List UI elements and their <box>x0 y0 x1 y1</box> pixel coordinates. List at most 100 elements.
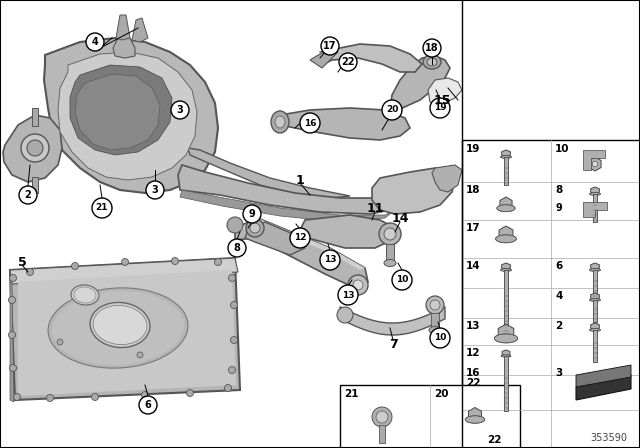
Bar <box>593 194 597 222</box>
Text: 9: 9 <box>248 209 255 219</box>
Circle shape <box>171 101 189 119</box>
Polygon shape <box>300 215 395 248</box>
Circle shape <box>21 134 49 162</box>
Circle shape <box>27 140 43 156</box>
Text: 1: 1 <box>296 173 305 186</box>
Text: 9: 9 <box>555 203 562 213</box>
Circle shape <box>382 100 402 120</box>
Polygon shape <box>576 365 631 387</box>
Ellipse shape <box>90 302 150 348</box>
Circle shape <box>423 39 441 57</box>
Text: 22: 22 <box>341 57 355 67</box>
Circle shape <box>137 352 143 358</box>
Ellipse shape <box>423 55 441 69</box>
Polygon shape <box>10 270 14 402</box>
Circle shape <box>320 250 340 270</box>
Ellipse shape <box>500 269 511 271</box>
Polygon shape <box>3 115 62 182</box>
Bar <box>504 356 508 411</box>
Circle shape <box>225 384 232 392</box>
Text: 3: 3 <box>177 105 184 115</box>
Text: 2: 2 <box>24 190 31 200</box>
Polygon shape <box>432 165 462 192</box>
Circle shape <box>353 280 363 290</box>
Ellipse shape <box>501 355 511 357</box>
Text: 20: 20 <box>434 389 449 399</box>
Circle shape <box>430 328 450 348</box>
Text: 13: 13 <box>342 290 355 300</box>
Circle shape <box>250 223 260 233</box>
Polygon shape <box>576 375 631 400</box>
Text: 16: 16 <box>466 368 481 378</box>
Text: 15: 15 <box>433 94 451 107</box>
Polygon shape <box>18 270 236 396</box>
Ellipse shape <box>500 155 511 159</box>
Polygon shape <box>591 323 599 330</box>
Bar <box>462 140 640 448</box>
Polygon shape <box>583 150 605 170</box>
Text: 17: 17 <box>323 41 337 51</box>
Polygon shape <box>591 293 599 300</box>
Circle shape <box>348 275 368 295</box>
Ellipse shape <box>589 299 600 302</box>
Circle shape <box>139 396 157 414</box>
Text: 16: 16 <box>304 119 316 128</box>
Circle shape <box>430 98 450 118</box>
Circle shape <box>230 336 237 344</box>
Polygon shape <box>591 187 599 194</box>
Polygon shape <box>499 226 513 242</box>
Circle shape <box>426 296 444 314</box>
Circle shape <box>338 285 358 305</box>
Text: 8: 8 <box>234 243 241 253</box>
Text: 21: 21 <box>344 389 358 399</box>
Circle shape <box>227 217 243 233</box>
Bar <box>379 425 385 443</box>
Circle shape <box>321 37 339 55</box>
Polygon shape <box>58 52 197 180</box>
Circle shape <box>230 302 237 309</box>
Circle shape <box>19 186 37 204</box>
Circle shape <box>430 300 440 310</box>
Polygon shape <box>500 197 512 211</box>
Ellipse shape <box>74 287 96 303</box>
Circle shape <box>10 365 17 371</box>
Text: 19: 19 <box>466 144 481 154</box>
Polygon shape <box>278 108 410 140</box>
Polygon shape <box>589 157 601 171</box>
Circle shape <box>372 407 392 427</box>
Text: 353590: 353590 <box>590 433 627 443</box>
Circle shape <box>228 366 236 374</box>
Text: 21: 21 <box>96 203 108 212</box>
Circle shape <box>379 223 401 245</box>
Text: 22: 22 <box>487 435 502 445</box>
Circle shape <box>290 228 310 248</box>
Polygon shape <box>468 408 481 422</box>
Polygon shape <box>502 350 510 356</box>
Ellipse shape <box>71 285 99 305</box>
Text: 11: 11 <box>366 202 384 215</box>
Circle shape <box>186 389 193 396</box>
Text: 10: 10 <box>434 333 446 343</box>
Circle shape <box>92 198 112 218</box>
Polygon shape <box>502 150 510 157</box>
Ellipse shape <box>429 327 441 333</box>
Circle shape <box>8 332 15 339</box>
Circle shape <box>300 113 320 133</box>
Bar <box>431 313 439 331</box>
Circle shape <box>86 33 104 51</box>
Polygon shape <box>235 218 368 288</box>
Text: 4: 4 <box>555 291 563 301</box>
Circle shape <box>122 258 129 266</box>
Circle shape <box>10 275 17 281</box>
Ellipse shape <box>275 116 285 128</box>
Text: 20: 20 <box>386 105 398 115</box>
Circle shape <box>592 161 598 167</box>
Circle shape <box>392 270 412 290</box>
Circle shape <box>92 393 99 401</box>
Polygon shape <box>116 15 130 40</box>
Polygon shape <box>498 324 514 342</box>
Ellipse shape <box>48 288 188 368</box>
Circle shape <box>214 258 221 266</box>
Text: 2: 2 <box>555 321 563 331</box>
Text: 14: 14 <box>391 211 409 224</box>
